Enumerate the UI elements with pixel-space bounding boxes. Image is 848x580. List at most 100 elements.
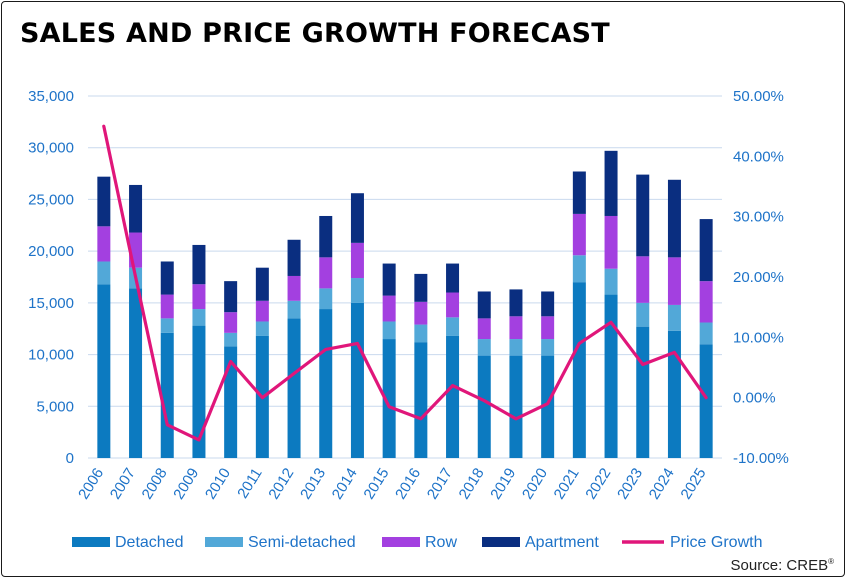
- y-right-tick-label: 40.00%: [733, 148, 784, 165]
- x-tick-label: 2024: [646, 465, 678, 502]
- bar-row-2013: [319, 257, 333, 289]
- bar-row-2020: [541, 316, 555, 340]
- bar-semi-detached-2016: [414, 324, 428, 343]
- x-tick-label: 2025: [677, 465, 709, 502]
- bar-semi-detached-2015: [382, 321, 396, 340]
- bar-apartment-2015: [382, 263, 396, 296]
- bar-detached-2021: [572, 282, 586, 458]
- bar-row-2018: [477, 318, 491, 340]
- y-left-tick-label: 25,000: [28, 191, 74, 208]
- x-tick-label: 2009: [170, 465, 202, 502]
- x-tick-label: 2016: [392, 465, 424, 502]
- bar-semi-detached-2014: [350, 278, 364, 303]
- y-right-tick-label: 0.00%: [733, 390, 776, 407]
- bar-apartment-2010: [224, 281, 238, 313]
- x-tick-label: 2017: [424, 465, 456, 502]
- bar-detached-2019: [509, 355, 523, 458]
- x-tick-label: 2018: [456, 465, 488, 502]
- bar-row-2015: [382, 295, 396, 322]
- bar-detached-2015: [382, 339, 396, 458]
- legend-label: Semi-detached: [248, 534, 356, 551]
- y-right-tick-label: 50.00%: [733, 88, 784, 105]
- bar-detached-2007: [129, 288, 143, 458]
- bar-apartment-2006: [97, 176, 111, 227]
- bar-semi-detached-2022: [604, 268, 618, 295]
- legend-label: Apartment: [525, 534, 599, 551]
- bar-semi-detached-2009: [192, 309, 206, 326]
- bar-apartment-2018: [477, 291, 491, 319]
- legend-swatch: [382, 537, 420, 547]
- bar-row-2022: [604, 215, 618, 269]
- bar-row-2008: [160, 294, 174, 319]
- bar-row-2014: [350, 242, 364, 279]
- bar-detached-2025: [699, 344, 713, 458]
- bar-semi-detached-2025: [699, 322, 713, 345]
- x-tick-label: 2023: [614, 465, 646, 502]
- y-right-tick-label: 30.00%: [733, 209, 784, 226]
- bar-semi-detached-2020: [541, 339, 555, 356]
- bar-apartment-2007: [129, 184, 143, 233]
- legend-label: Price Growth: [670, 534, 762, 551]
- bar-semi-detached-2018: [477, 339, 491, 356]
- bar-detached-2010: [224, 346, 238, 458]
- price-growth-line: [102, 124, 708, 442]
- bar-apartment-2020: [541, 291, 555, 317]
- legend-swatch: [72, 537, 110, 547]
- bar-apartment-2012: [287, 239, 301, 276]
- bar-apartment-2011: [255, 267, 269, 301]
- y-right-tick-label: 10.00%: [733, 329, 784, 346]
- bar-detached-2009: [192, 325, 206, 458]
- bar-detached-2022: [604, 294, 618, 458]
- bar-row-2019: [509, 316, 523, 340]
- bar-apartment-2023: [636, 174, 650, 257]
- y-left-tick-label: 20,000: [28, 243, 74, 260]
- bar-detached-2017: [446, 335, 460, 458]
- y-right-tick-label: 20.00%: [733, 269, 784, 286]
- x-tick-label: 2010: [202, 465, 234, 502]
- bar-semi-detached-2006: [97, 261, 111, 285]
- legend-label: Row: [425, 534, 457, 551]
- bar-semi-detached-2008: [160, 318, 174, 333]
- bar-apartment-2024: [667, 179, 681, 258]
- x-tick-label: 2015: [360, 465, 392, 502]
- bar-apartment-2017: [446, 263, 460, 293]
- x-tick-label: 2019: [487, 465, 519, 502]
- y-left-tick-label: 5,000: [36, 398, 74, 415]
- bar-detached-2020: [541, 355, 555, 458]
- bar-semi-detached-2010: [224, 332, 238, 347]
- bar-semi-detached-2017: [446, 317, 460, 336]
- x-tick-label: 2021: [551, 465, 583, 502]
- bar-row-2021: [572, 213, 586, 256]
- bar-row-2012: [287, 275, 301, 301]
- bar-detached-2012: [287, 318, 301, 458]
- bar-row-2024: [667, 257, 681, 305]
- x-tick-label: 2011: [234, 465, 266, 501]
- y-left-tick-label: 15,000: [28, 295, 74, 312]
- registered-mark: ®: [828, 557, 834, 566]
- bar-detached-2016: [414, 342, 428, 458]
- bar-semi-detached-2012: [287, 300, 301, 319]
- bar-row-2023: [636, 256, 650, 303]
- x-tick-label: 2013: [297, 465, 329, 502]
- source-text: Source: CREB: [730, 557, 829, 574]
- bar-semi-detached-2019: [509, 339, 523, 356]
- y-left-tick-label: 35,000: [28, 88, 74, 105]
- bar-apartment-2025: [699, 219, 713, 282]
- bar-semi-detached-2013: [319, 288, 333, 310]
- bar-semi-detached-2021: [572, 255, 586, 283]
- bar-detached-2018: [477, 355, 491, 458]
- bar-apartment-2008: [160, 261, 174, 295]
- bar-detached-2008: [160, 332, 174, 458]
- x-tick-label: 2014: [329, 465, 361, 502]
- bar-apartment-2013: [319, 215, 333, 258]
- bar-row-2010: [224, 312, 238, 333]
- bar-apartment-2022: [604, 150, 618, 216]
- bar-row-2006: [97, 226, 111, 262]
- y-left-tick-label: 0: [66, 450, 74, 467]
- x-tick-label: 2012: [265, 465, 297, 502]
- bar-detached-2023: [636, 326, 650, 458]
- bar-apartment-2019: [509, 289, 523, 317]
- bar-row-2025: [699, 281, 713, 323]
